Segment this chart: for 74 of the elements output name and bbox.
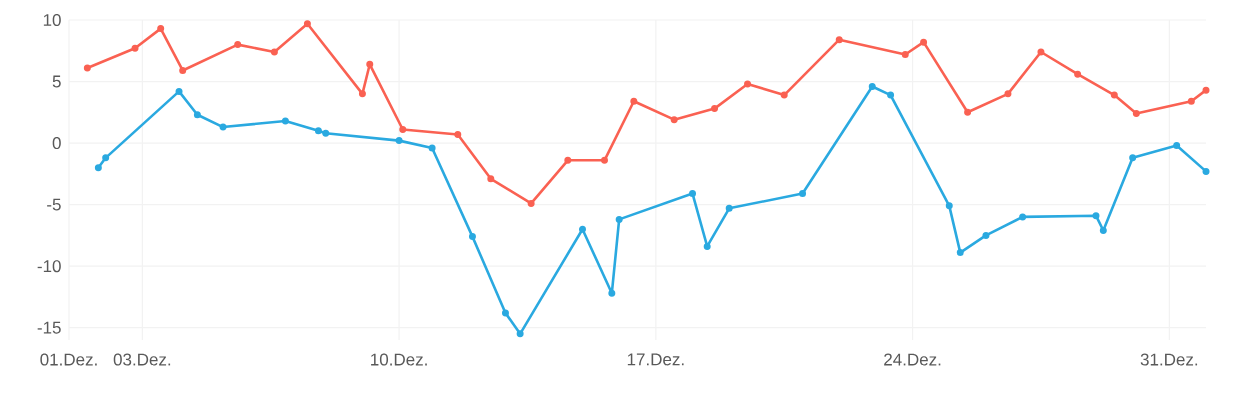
point bbox=[1173, 142, 1181, 150]
y-tick-label: 10 bbox=[43, 13, 61, 27]
point bbox=[564, 156, 572, 164]
point bbox=[920, 38, 928, 46]
point bbox=[1110, 91, 1118, 99]
point bbox=[901, 50, 909, 58]
point bbox=[1202, 167, 1210, 175]
point bbox=[270, 48, 278, 56]
point bbox=[670, 116, 678, 124]
point bbox=[175, 87, 183, 95]
point bbox=[1092, 212, 1100, 220]
point bbox=[615, 215, 623, 223]
y-tick-label: 5 bbox=[52, 75, 61, 88]
point bbox=[1099, 226, 1107, 234]
point bbox=[1019, 213, 1027, 221]
point bbox=[1037, 48, 1045, 56]
point bbox=[964, 108, 972, 116]
point bbox=[956, 249, 964, 257]
x-tick-label: 24.Dez. bbox=[884, 353, 941, 366]
point bbox=[516, 330, 524, 338]
point bbox=[780, 91, 788, 99]
point bbox=[468, 233, 476, 241]
point bbox=[193, 111, 201, 119]
point bbox=[711, 105, 719, 113]
point bbox=[428, 144, 436, 152]
x-tick-label: 17.Dez. bbox=[627, 353, 684, 366]
point bbox=[395, 137, 403, 145]
point bbox=[501, 309, 509, 317]
point bbox=[219, 123, 227, 131]
x-tick-label: 31.Dez. bbox=[1140, 353, 1198, 366]
point bbox=[314, 127, 322, 135]
point bbox=[399, 126, 407, 134]
point bbox=[1004, 90, 1012, 98]
point bbox=[1202, 86, 1210, 94]
point bbox=[835, 36, 843, 44]
point bbox=[454, 130, 462, 138]
point bbox=[322, 129, 330, 137]
point bbox=[744, 80, 752, 88]
point bbox=[157, 25, 165, 33]
point bbox=[1074, 70, 1082, 78]
point bbox=[945, 202, 953, 210]
point bbox=[982, 231, 990, 239]
point bbox=[1129, 154, 1137, 162]
point bbox=[131, 44, 139, 52]
point bbox=[601, 156, 608, 164]
point bbox=[102, 154, 110, 162]
y-tick-label: -10 bbox=[37, 260, 61, 273]
y-tick-label: -5 bbox=[47, 198, 61, 211]
point bbox=[83, 64, 91, 72]
point bbox=[1132, 110, 1140, 118]
point bbox=[281, 117, 289, 125]
point bbox=[799, 190, 807, 198]
point bbox=[234, 41, 242, 49]
x-tick-label: 01.Dez. bbox=[40, 353, 97, 366]
point bbox=[725, 204, 733, 212]
point bbox=[358, 90, 366, 98]
x-tick-label: 10.Dez. bbox=[371, 353, 427, 366]
y-tick-label: -15 bbox=[37, 321, 61, 334]
point bbox=[578, 225, 586, 233]
point bbox=[1187, 97, 1195, 105]
point bbox=[630, 97, 638, 105]
point bbox=[689, 190, 697, 198]
point bbox=[487, 175, 495, 183]
point bbox=[703, 242, 711, 250]
point bbox=[608, 289, 616, 297]
point bbox=[868, 82, 876, 90]
point bbox=[366, 60, 374, 68]
point bbox=[527, 199, 535, 207]
x-tick-label: 03.Dez. bbox=[113, 353, 171, 366]
point bbox=[179, 66, 187, 74]
point bbox=[303, 20, 311, 28]
point bbox=[94, 164, 102, 172]
point bbox=[887, 91, 895, 99]
y-tick-label: 0 bbox=[52, 137, 61, 150]
